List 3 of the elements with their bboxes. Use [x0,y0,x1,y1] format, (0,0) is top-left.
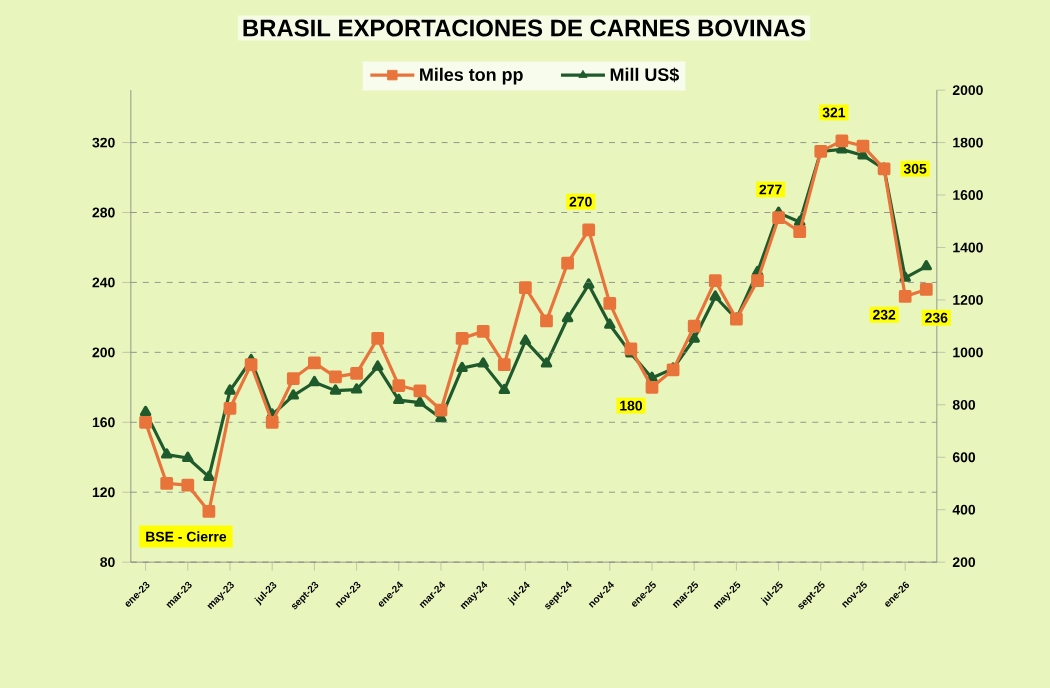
chart-title: BRASIL EXPORTACIONES DE CARNES BOVINAS [243,19,806,37]
legend-label: Miles ton pp [420,67,523,85]
legend-label: Mill US$ [610,67,680,83]
